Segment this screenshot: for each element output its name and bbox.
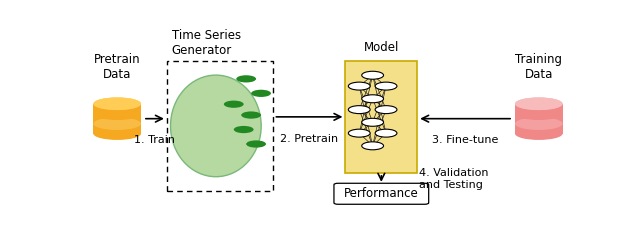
Text: 1. Train: 1. Train — [134, 135, 175, 145]
Circle shape — [234, 126, 253, 133]
Text: Performance: Performance — [344, 187, 419, 200]
FancyBboxPatch shape — [334, 183, 429, 204]
Text: 4. Validation
and Testing: 4. Validation and Testing — [419, 168, 488, 190]
Circle shape — [224, 101, 244, 108]
Ellipse shape — [93, 117, 141, 130]
Bar — [515, 104, 563, 134]
Ellipse shape — [515, 98, 563, 110]
Ellipse shape — [515, 117, 563, 130]
Ellipse shape — [515, 98, 563, 110]
Bar — [346, 61, 417, 173]
Text: Time Series
Generator: Time Series Generator — [172, 29, 241, 57]
Circle shape — [362, 142, 383, 150]
Text: Training
Data: Training Data — [515, 53, 563, 81]
Circle shape — [362, 71, 383, 79]
Circle shape — [362, 95, 383, 103]
Ellipse shape — [170, 75, 261, 177]
Bar — [167, 61, 273, 191]
Ellipse shape — [515, 107, 563, 120]
Circle shape — [375, 106, 397, 114]
Text: 3. Fine-tune: 3. Fine-tune — [432, 135, 499, 145]
Text: 2. Pretrain: 2. Pretrain — [280, 133, 339, 144]
Circle shape — [348, 106, 370, 114]
Bar — [93, 104, 141, 134]
Ellipse shape — [515, 127, 563, 140]
Text: Model: Model — [364, 41, 399, 55]
Circle shape — [236, 75, 256, 82]
Circle shape — [375, 82, 397, 90]
Ellipse shape — [93, 98, 141, 110]
Ellipse shape — [93, 107, 141, 120]
Circle shape — [251, 90, 271, 97]
Ellipse shape — [93, 98, 141, 110]
Circle shape — [246, 140, 266, 148]
Text: Pretrain
Data: Pretrain Data — [94, 53, 141, 81]
Circle shape — [375, 129, 397, 137]
Circle shape — [362, 118, 383, 126]
Ellipse shape — [93, 127, 141, 140]
Circle shape — [348, 129, 370, 137]
Circle shape — [241, 111, 261, 119]
Circle shape — [348, 82, 370, 90]
